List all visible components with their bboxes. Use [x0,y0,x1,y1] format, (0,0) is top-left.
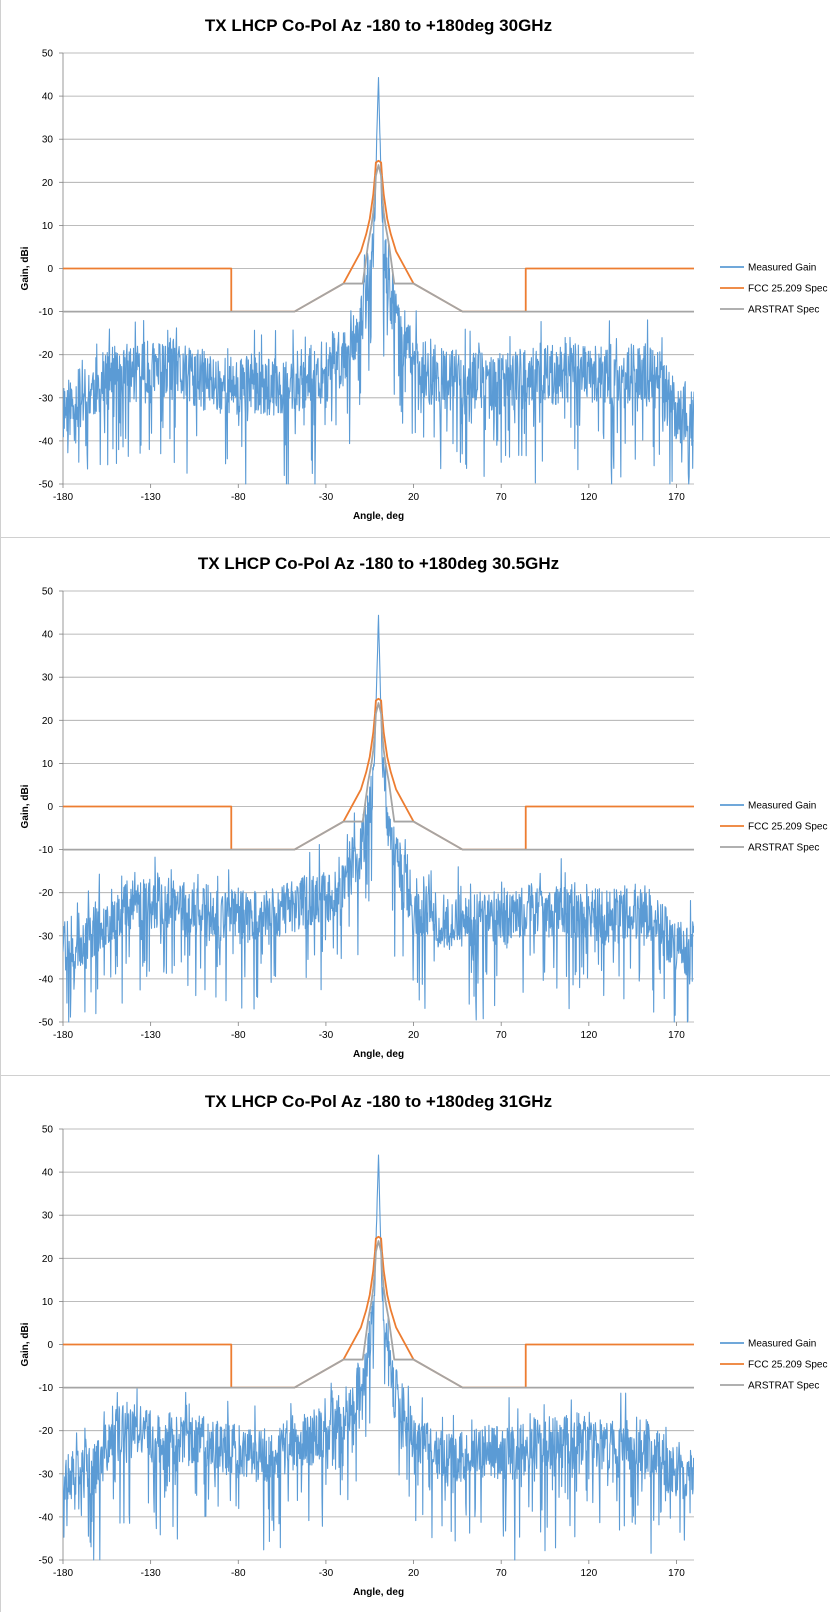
y-tick-label: 50 [42,587,54,598]
x-tick-label: 20 [408,492,420,503]
y-tick-label: -20 [39,350,54,361]
y-tick-label: -10 [39,307,54,318]
chart-svg-31ghz: TX LHCP Co-Pol Az -180 to +180deg 31GHz 5… [20,1092,828,1598]
x-tick-label: -30 [319,1030,334,1041]
legend-label: FCC 25.209 Spec [748,822,828,833]
y-tick-label: 20 [42,178,54,189]
series-line-measured-gain [63,1154,694,1561]
x-tick-label: 20 [408,1030,420,1041]
series-line-fcc-spec [63,159,694,313]
x-tick-label: -180 [53,1568,73,1579]
y-tick-label: -50 [39,1556,54,1567]
legend-label: Measured Gain [748,801,816,812]
x-tick-label: 170 [668,1568,685,1579]
x-tick-label: 120 [580,1568,597,1579]
legend-label: ARSTRAT Spec [748,305,819,316]
y-tick-label: 50 [42,49,54,60]
y-tick-label: -20 [39,1426,54,1437]
y-tick-label: -30 [39,393,54,404]
y-tick-label: 30 [42,1211,54,1222]
y-tick-label: 0 [47,802,53,813]
series-line-fcc-spec [63,1235,694,1389]
legend-label: FCC 25.209 Spec [748,1360,828,1371]
y-tick-label: -40 [39,436,54,447]
legend-label: ARSTRAT Spec [748,1381,819,1392]
y-axis-label: Gain, dBi [20,246,31,290]
series-line-measured-gain [63,77,694,485]
y-tick-label: 0 [47,1340,53,1351]
x-tick-label: 170 [668,1030,685,1041]
y-tick-label: 20 [42,716,54,727]
series-line-arstrat-spec [63,1240,694,1389]
y-tick-label: 40 [42,1168,54,1179]
x-tick-label: -180 [53,1030,73,1041]
x-tick-label: 70 [496,1030,508,1041]
y-tick-label: 30 [42,135,54,146]
y-tick-label: 10 [42,221,54,232]
y-tick-label: -50 [39,1018,54,1029]
series-line-measured-gain [63,614,694,1023]
chart-svg-30-5ghz: TX LHCP Co-Pol Az -180 to +180deg 30.5GH… [20,554,828,1060]
panel-separator [0,537,830,538]
x-tick-label: -80 [231,492,246,503]
legend-label: ARSTRAT Spec [748,843,819,854]
y-tick-label: 40 [42,630,54,641]
chart-panel-30ghz: TX LHCP Co-Pol Az -180 to +180deg 30GHz 5… [0,0,830,537]
chart-title: TX LHCP Co-Pol Az -180 to +180deg 30.5GH… [198,554,559,573]
x-tick-label: 170 [668,492,685,503]
chart-title: TX LHCP Co-Pol Az -180 to +180deg 30GHz [205,16,552,35]
x-tick-label: -130 [141,492,161,503]
x-tick-label: -130 [141,1030,161,1041]
chart-panel-30-5ghz: TX LHCP Co-Pol Az -180 to +180deg 30.5GH… [0,538,830,1075]
y-tick-label: 30 [42,673,54,684]
chart-panel-31ghz: TX LHCP Co-Pol Az -180 to +180deg 31GHz 5… [0,1076,830,1613]
y-tick-label: -40 [39,1512,54,1523]
y-tick-label: 20 [42,1254,54,1265]
x-tick-label: 70 [496,492,508,503]
legend-label: Measured Gain [748,1339,816,1350]
legend-label: Measured Gain [748,263,816,274]
y-axis-label: Gain, dBi [20,1322,31,1366]
series-line-fcc-spec [63,697,694,851]
y-tick-label: 0 [47,264,53,275]
y-tick-label: -30 [39,1469,54,1480]
series-line-arstrat-spec [63,164,694,313]
x-tick-label: -30 [319,492,334,503]
x-tick-label: 120 [580,1030,597,1041]
x-tick-label: -80 [231,1568,246,1579]
y-tick-label: 40 [42,92,54,103]
x-axis-label: Angle, deg [353,1049,404,1060]
series-line-arstrat-spec [63,702,694,851]
y-tick-label: 10 [42,759,54,770]
x-axis-label: Angle, deg [353,1587,404,1598]
legend-label: FCC 25.209 Spec [748,284,828,295]
x-tick-label: 120 [580,492,597,503]
y-tick-label: 50 [42,1125,54,1136]
y-tick-label: 10 [42,1297,54,1308]
x-tick-label: -130 [141,1568,161,1579]
y-tick-label: -30 [39,931,54,942]
x-tick-label: 20 [408,1568,420,1579]
y-tick-label: -10 [39,1383,54,1394]
y-tick-label: -10 [39,845,54,856]
y-tick-label: -20 [39,888,54,899]
y-tick-label: -40 [39,974,54,985]
x-tick-label: -180 [53,492,73,503]
x-tick-label: 70 [496,1568,508,1579]
panel-separator [0,1075,830,1076]
x-tick-label: -80 [231,1030,246,1041]
chart-title: TX LHCP Co-Pol Az -180 to +180deg 31GHz [205,1092,552,1111]
chart-svg-30ghz: TX LHCP Co-Pol Az -180 to +180deg 30GHz 5… [20,16,828,522]
x-tick-label: -30 [319,1568,334,1579]
y-tick-label: -50 [39,480,54,491]
page-left-border [0,0,1,1612]
y-axis-label: Gain, dBi [20,784,31,828]
x-axis-label: Angle, deg [353,511,404,522]
